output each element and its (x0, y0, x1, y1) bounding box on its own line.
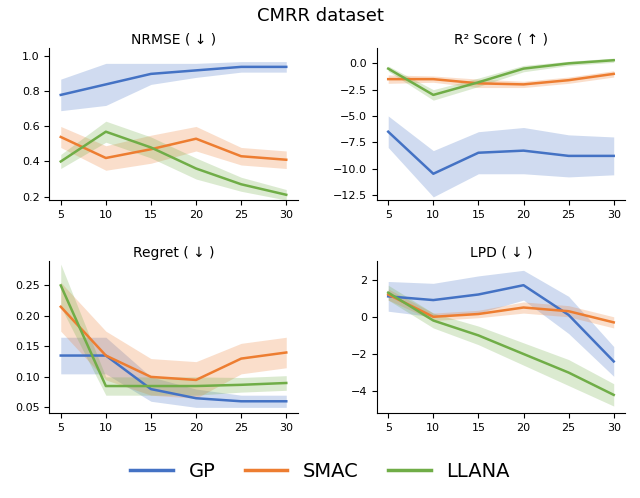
Text: CMRR dataset: CMRR dataset (257, 7, 383, 25)
Title: Regret ( ↓ ): Regret ( ↓ ) (132, 246, 214, 260)
Title: R² Score ( ↑ ): R² Score ( ↑ ) (454, 32, 548, 46)
Title: NRMSE ( ↓ ): NRMSE ( ↓ ) (131, 32, 216, 46)
Legend: GP, SMAC, LLANA: GP, SMAC, LLANA (122, 454, 518, 488)
Title: LPD ( ↓ ): LPD ( ↓ ) (470, 246, 532, 260)
